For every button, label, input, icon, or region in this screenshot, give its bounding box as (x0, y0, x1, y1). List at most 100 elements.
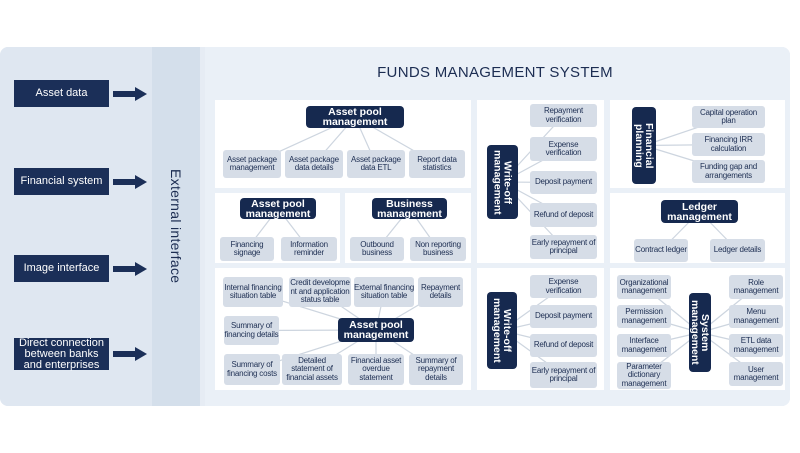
module-header-5-label: Write-off management (491, 149, 514, 215)
module-4-item-label: External financing situation table (354, 282, 414, 300)
module-9-item-label: Interface management (621, 336, 667, 354)
arrow-right-icon (113, 261, 147, 276)
module-6-item: Capital operation plan (692, 106, 765, 128)
source-2: Financial system (14, 168, 109, 195)
module-header-2: Asset pool management (240, 198, 316, 219)
module-3-item: Non reporting business (410, 237, 466, 261)
module-header-8: Write-off management (487, 292, 517, 369)
module-8-item: Expense verification (530, 275, 597, 298)
module-6-item-label: Financing IRR calculation (704, 135, 753, 153)
module-9-item: Parameter dictionary management (617, 362, 671, 389)
external-interface-label: External interface (152, 47, 200, 406)
module-header-9-label: System management (689, 300, 711, 365)
module-4-item-label: Credit developme nt and application stat… (290, 278, 350, 305)
module-1-item: Report data statistics (409, 150, 465, 178)
module-5-item: Repayment verification (530, 104, 597, 127)
module-8-item: Refund of deposit (530, 334, 597, 357)
module-header-6-label: Financial planning (633, 122, 655, 169)
module-5-item: Deposit payment (530, 171, 597, 194)
module-4-item: Summary of repayment details (409, 354, 463, 385)
module-header-1-label: Asset pool management (322, 106, 388, 128)
module-9-item-label: Role management (733, 277, 779, 295)
module-header-1: Asset pool management (306, 106, 404, 128)
source-1-label: Asset data (35, 87, 88, 99)
source-4: Direct connection between banks and ente… (14, 337, 109, 370)
module-3-item: Outbound business (350, 237, 404, 261)
module-1-item-label: Asset package management (227, 154, 277, 172)
module-4-item-label: Detailed statement of financial assets (286, 355, 338, 382)
module-6-item-label: Capital operation plan (699, 107, 758, 125)
module-header-2-label: Asset pool management (245, 197, 311, 220)
module-7-item: Contract ledger (634, 239, 688, 262)
module-4-item-label: Internal financing situation table (224, 282, 282, 300)
module-4-item-label: Financial asset overdue statement (350, 355, 402, 382)
module-9-item-label: Menu management (733, 307, 779, 325)
module-6-item-label: Funding gap and arrangements (699, 162, 758, 180)
module-header-3: Business management (372, 198, 447, 219)
module-9-item-label: ETL data management (733, 336, 779, 354)
module-4-item: Summary of financing costs (224, 354, 280, 385)
module-3-item-label: Outbound business (360, 239, 394, 257)
module-4-item-label: Summary of financing costs (227, 360, 277, 378)
module-4-item-label: Summary of repayment details (415, 355, 457, 382)
module-header-7-label: Ledger management (667, 200, 732, 223)
module-8-item-label: Refund of deposit (533, 340, 594, 350)
module-8-item-label: Early repayment of principal (531, 365, 596, 383)
module-2-item: Information reminder (281, 237, 337, 261)
module-2-item: Financing signage (220, 237, 274, 261)
arrow-right-icon (113, 347, 147, 361)
module-header-8-label: Write-off management (491, 298, 513, 363)
arrow-right-icon (113, 86, 147, 101)
module-9-item: Permission management (617, 305, 671, 328)
module-9-item-label: Permission management (621, 307, 667, 325)
module-4-item: Credit developme nt and application stat… (289, 277, 351, 307)
module-5-item-label: Deposit payment (534, 177, 593, 187)
module-9-item-label: Organizational management (619, 277, 669, 295)
source-3-label: Image interface (23, 262, 100, 274)
module-5-item-label: Repayment verification (543, 106, 584, 124)
module-header-6: Financial planning (632, 107, 656, 184)
module-header-3-label: Business management (377, 197, 442, 220)
module-9-item: ETL data management (729, 334, 783, 357)
arrow-right-icon (113, 174, 147, 189)
module-8-item-label: Expense verification (545, 277, 582, 295)
module-4-item: External financing situation table (354, 277, 414, 307)
module-4-item-label: Repayment details (420, 282, 461, 300)
module-6-item: Funding gap and arrangements (692, 160, 765, 183)
module-3-item-label: Non reporting business (415, 239, 461, 257)
external-interface-text: External interface (168, 169, 184, 284)
source-2-label: Financial system (20, 175, 103, 187)
module-7-item-label: Ledger details (713, 245, 762, 255)
module-8-item: Deposit payment (530, 305, 597, 328)
module-5-item-label: Expense verification (545, 139, 582, 157)
module-2-item-label: Financing signage (230, 239, 264, 257)
module-4-item-label: Summary of financing details (224, 321, 279, 339)
module-1-item: Asset package data ETL (347, 150, 405, 178)
module-8-item-label: Deposit payment (534, 311, 593, 321)
module-1-item: Asset package data details (285, 150, 343, 178)
module-6-item: Financing IRR calculation (692, 133, 765, 156)
module-7-item-label: Contract ledger (635, 245, 687, 255)
module-5-item: Early repayment of principal (530, 235, 597, 259)
module-1-item-label: Asset package data ETL (351, 154, 401, 172)
module-1-item-label: Report data statistics (417, 154, 457, 172)
module-9-item-label: User management (733, 364, 779, 382)
module-9-item: User management (729, 362, 783, 386)
module-5-item-label: Refund of deposit (533, 209, 594, 219)
module-5-item: Expense verification (530, 137, 597, 161)
source-3: Image interface (14, 255, 109, 282)
module-header-9: System management (689, 293, 711, 372)
module-5-item: Refund of deposit (530, 203, 597, 227)
external-interface-bar (152, 47, 200, 406)
module-9-item: Menu management (729, 305, 783, 328)
source-1: Asset data (14, 80, 109, 107)
module-9-item: Interface management (617, 334, 671, 357)
module-7-item: Ledger details (710, 239, 765, 262)
module-1-item: Asset package management (223, 150, 281, 178)
module-4-item: Detailed statement of financial assets (282, 354, 342, 385)
module-4-item: Summary of financing details (224, 316, 279, 345)
module-header-7: Ledger management (661, 200, 738, 223)
module-9-item: Role management (729, 275, 783, 299)
module-4-item: Financial asset overdue statement (348, 354, 404, 385)
